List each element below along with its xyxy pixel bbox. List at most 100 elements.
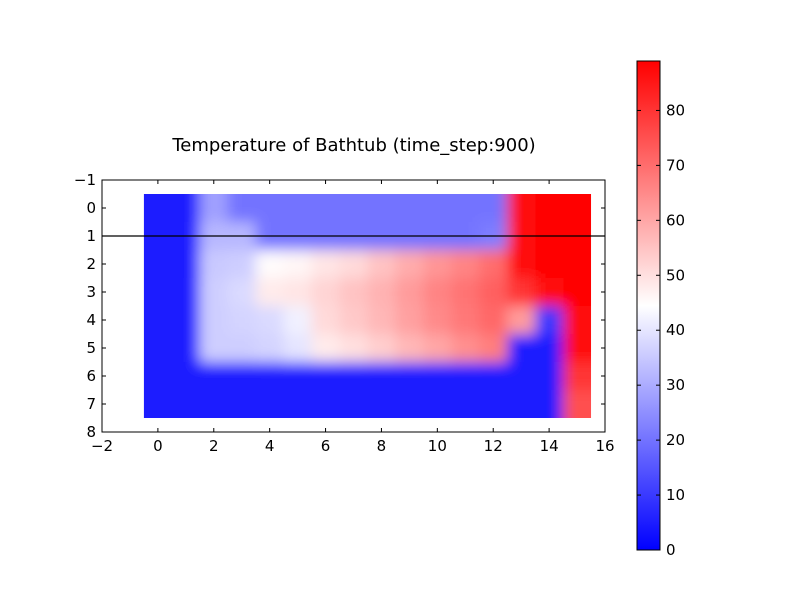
y-tick-label: 7: [86, 395, 96, 413]
heatmap-cell: [563, 194, 592, 223]
heatmap-cell: [339, 390, 369, 418]
heatmap-cell: [227, 306, 257, 335]
heatmap-cell: [535, 306, 564, 335]
x-tick-label: 12: [484, 437, 503, 455]
x-tick-label: 14: [540, 437, 559, 455]
heatmap-cell: [283, 390, 313, 418]
heatmap-cells: [143, 194, 592, 418]
heatmap-cell: [199, 334, 229, 363]
heatmap-cell: [395, 334, 424, 363]
heatmap-cell: [311, 278, 341, 307]
colorbar-tick-label: 60: [666, 211, 685, 229]
heatmap-cell: [311, 390, 341, 418]
heatmap-cell: [563, 334, 592, 363]
x-tick-label: 0: [153, 437, 163, 455]
heatmap-cell: [395, 250, 424, 279]
colorbar-gradient: [636, 60, 661, 551]
colorbar-tick-label: 40: [666, 321, 685, 339]
colorbar-tick-label: 30: [666, 376, 685, 394]
y-tick-label: 4: [86, 311, 96, 329]
heatmap-cell: [227, 278, 257, 307]
heatmap-cell: [395, 390, 424, 418]
heatmap-cell: [199, 362, 229, 391]
heatmap-cell: [283, 250, 313, 279]
heatmap-cell: [367, 250, 397, 279]
heatmap-cell: [171, 250, 201, 279]
heatmap-cell: [227, 390, 257, 418]
colorbar-tick-label: 20: [666, 431, 685, 449]
heatmap-cell: [311, 362, 341, 391]
heatmap-cell: [451, 194, 480, 223]
heatmap-cell: [479, 278, 508, 307]
colorbar-tick-label: 80: [666, 101, 685, 119]
x-tick-label: −2: [91, 437, 113, 455]
heatmap-cell: [535, 250, 564, 279]
heatmap-cell: [283, 334, 313, 363]
heatmap-cell: [339, 362, 369, 391]
y-tick-label: 5: [86, 339, 96, 357]
heatmap-cell: [395, 194, 424, 223]
heatmap-cell: [255, 362, 285, 391]
heatmap-cell: [423, 390, 452, 418]
heatmap-cell: [311, 194, 341, 223]
x-tick-label: 8: [377, 437, 387, 455]
heatmap-cell: [535, 362, 564, 391]
heatmap-cell: [451, 278, 480, 307]
heatmap-cell: [311, 250, 341, 279]
y-tick-label: 3: [86, 283, 96, 301]
heatmap-cell: [339, 334, 369, 363]
heatmap-cell: [507, 250, 536, 279]
heatmap-cell: [507, 390, 536, 418]
colorbar: 0 10 20 30 40 50 60 70 80: [636, 60, 685, 559]
heatmap-cell: [283, 362, 313, 391]
y-tick-label: 0: [86, 199, 96, 217]
heatmap-cell: [283, 306, 313, 335]
heatmap-cell: [535, 334, 564, 363]
heatmap-cell: [479, 362, 508, 391]
heatmap-cell: [255, 194, 285, 223]
heatmap-cell: [563, 306, 592, 335]
heatmap-cell: [367, 390, 397, 418]
heatmap-cell: [535, 194, 564, 223]
heatmap-cell: [199, 250, 229, 279]
heatmap-cell: [507, 362, 536, 391]
heatmap-cell: [451, 390, 480, 418]
heatmap-cell: [507, 194, 536, 223]
heatmap-cell: [535, 390, 564, 418]
heatmap-cell: [367, 194, 397, 223]
heatmap-cell: [479, 306, 508, 335]
heatmap-cell: [507, 306, 536, 335]
heatmap-cell: [143, 306, 173, 335]
heatmap-cell: [255, 390, 285, 418]
heatmap-cell: [367, 362, 397, 391]
heatmap-cell: [451, 306, 480, 335]
heatmap-cell: [563, 250, 592, 279]
heatmap-cell: [563, 278, 592, 307]
heatmap-cell: [395, 278, 424, 307]
colorbar-tick-label: 70: [666, 156, 685, 174]
heatmap-cell: [255, 334, 285, 363]
heatmap-cell: [171, 194, 201, 223]
colorbar-tick-label: 0: [666, 541, 676, 559]
heatmap-cell: [143, 390, 173, 418]
x-tick-label: 6: [321, 437, 331, 455]
heatmap-cell: [199, 390, 229, 418]
heatmap-cell: [507, 334, 536, 363]
heatmap-cell: [423, 334, 452, 363]
x-tick-label: 2: [209, 437, 219, 455]
heatmap-cell: [451, 334, 480, 363]
heatmap-cell: [171, 306, 201, 335]
heatmap-cell: [199, 194, 229, 223]
heatmap-cell: [283, 194, 313, 223]
heatmap-cell: [171, 334, 201, 363]
y-tick-label: 8: [86, 423, 96, 441]
heatmap-cell: [227, 362, 257, 391]
heatmap-cell: [227, 194, 257, 223]
heatmap-cell: [479, 250, 508, 279]
heatmap-cell: [339, 194, 369, 223]
heatmap-cell: [423, 362, 452, 391]
y-tick-label: −1: [74, 171, 96, 189]
heatmap-cell: [367, 278, 397, 307]
x-tick-label: 10: [428, 437, 447, 455]
heatmap-cell: [507, 278, 536, 307]
